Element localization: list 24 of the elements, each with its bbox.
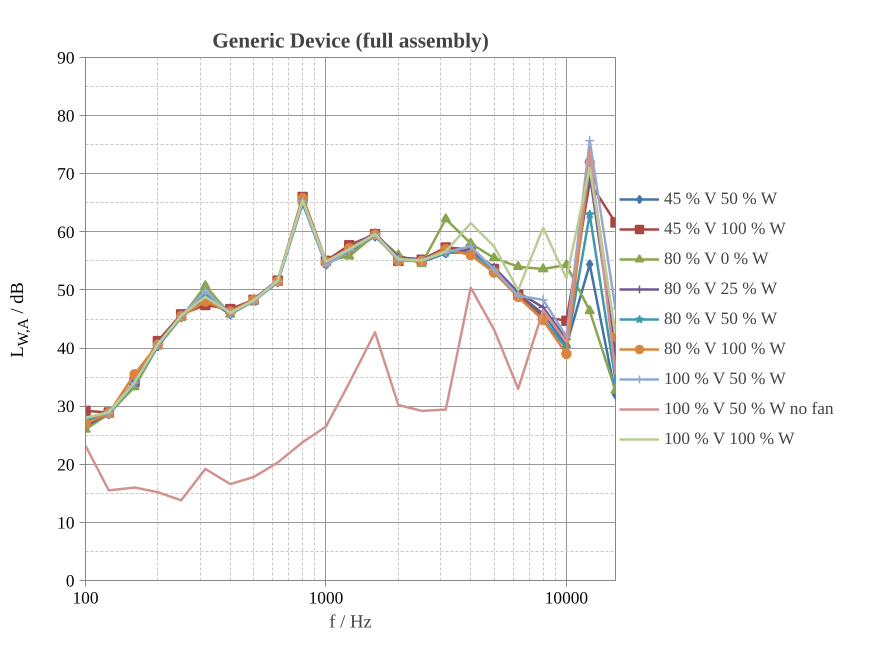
legend-label: 80 % V 100 % W	[664, 338, 786, 358]
y-tick-label: 10	[57, 513, 74, 532]
y-tick-label: 60	[57, 222, 74, 242]
legend-label: 45 % V 100 % W	[664, 218, 786, 238]
legend-label: 100 % V 50 % W	[664, 368, 786, 388]
y-tick-label: 20	[57, 455, 74, 474]
y-tick-label: 80	[57, 106, 74, 126]
y-tick-label: 70	[57, 164, 74, 184]
y-tick-label: 30	[57, 397, 74, 416]
legend-label: 100 % V 50 % W no fan	[664, 398, 834, 418]
legend-label: 80 % V 0 % W	[664, 248, 768, 268]
y-tick-label: 40	[57, 339, 74, 358]
y-tick-label: 90	[57, 48, 74, 68]
chart-title: Generic Device (full assembly)	[212, 28, 489, 52]
y-tick-label: 50	[57, 280, 74, 300]
legend-label: 80 % V 25 % W	[664, 278, 778, 298]
legend-label: 100 % V 100 % W	[664, 428, 794, 448]
x-axis-title: f / Hz	[329, 612, 372, 632]
y-tick-label: 0	[66, 572, 75, 590]
legend-label: 45 % V 50 % W	[664, 188, 778, 208]
legend-label: 80 % V 50 % W	[664, 308, 778, 328]
x-tick-label: 10000	[544, 588, 588, 608]
x-tick-label: 100	[72, 588, 99, 608]
x-tick-label: 1000	[308, 588, 344, 608]
